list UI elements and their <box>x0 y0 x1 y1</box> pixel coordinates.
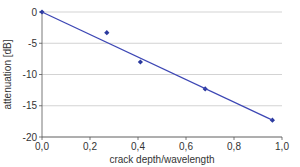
x-tick <box>138 137 139 140</box>
x-axis <box>42 137 282 138</box>
plot-area <box>39 9 275 122</box>
x-tick-label: 0,6 <box>179 141 193 152</box>
x-tick-label: 0,2 <box>83 141 97 152</box>
y-tick <box>39 105 42 106</box>
x-tick-label: 0,0 <box>35 141 49 152</box>
grid-line <box>42 74 282 75</box>
x-tick <box>282 137 283 140</box>
x-tick-label: 1,0 <box>275 141 289 152</box>
grid-line <box>42 105 282 106</box>
y-tick-label: -5 <box>28 38 37 49</box>
y-axis-label: attenuation [dB] <box>2 39 13 109</box>
grid-line <box>42 12 282 13</box>
y-tick-label: 0 <box>31 7 37 18</box>
y-tick <box>39 137 42 138</box>
trend-line <box>42 12 272 120</box>
y-tick <box>39 74 42 75</box>
y-tick <box>39 43 42 44</box>
x-tick <box>90 137 91 140</box>
x-tick-label: 0,4 <box>131 141 145 152</box>
y-axis <box>42 12 43 137</box>
data-point <box>104 30 109 35</box>
grid-line <box>42 43 282 44</box>
y-tick-label: -15 <box>23 100 38 111</box>
x-axis-label: crack depth/wavelength <box>109 154 214 165</box>
x-tick-label: 0,8 <box>227 141 241 152</box>
x-tick <box>42 137 43 140</box>
grid-line <box>42 137 282 138</box>
y-tick-label: -10 <box>23 69 38 80</box>
x-tick <box>234 137 235 140</box>
data-point <box>138 59 143 64</box>
x-tick <box>186 137 187 140</box>
chart: 0-5-10-15-200,00,20,40,60,81,0crack dept… <box>0 0 300 167</box>
